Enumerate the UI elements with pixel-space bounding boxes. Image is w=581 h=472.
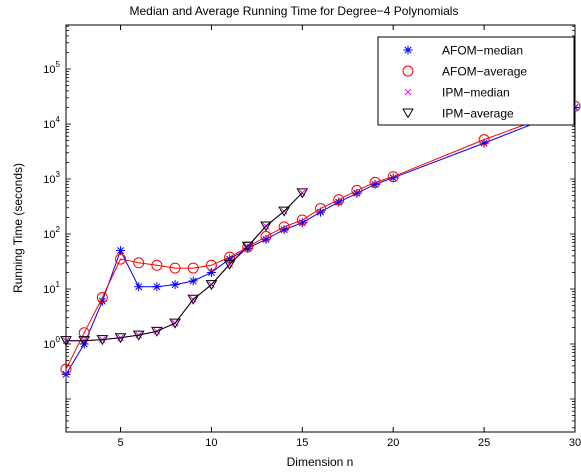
legend-marker bbox=[404, 88, 412, 96]
y-tick-base: 10 bbox=[43, 284, 55, 296]
data-point-afom-average bbox=[60, 363, 72, 375]
y-tick-label: 104 bbox=[43, 115, 60, 131]
x-axis-label: Dimension n bbox=[287, 455, 354, 469]
data-point-afom-median bbox=[152, 282, 162, 292]
legend-label: IPM−average bbox=[442, 107, 514, 121]
y-tick-label: 102 bbox=[43, 225, 60, 241]
data-point-ipm-average bbox=[187, 294, 200, 305]
series-layer bbox=[60, 100, 581, 379]
x-axis: 5 10 15 20 25 30 bbox=[117, 25, 581, 449]
y-tick-label: 101 bbox=[43, 280, 60, 296]
legend-box bbox=[377, 36, 575, 126]
legend-marker bbox=[402, 65, 414, 77]
data-point-afom-median bbox=[188, 276, 198, 286]
y-axis-label: Running Time (seconds) bbox=[11, 163, 25, 293]
y-tick-exponent: 5 bbox=[56, 60, 61, 69]
data-point-ipm-average bbox=[60, 336, 72, 347]
data-point-ipm-average bbox=[114, 333, 127, 344]
y-tick-exponent: 1 bbox=[56, 280, 61, 289]
data-point-ipm-average bbox=[96, 335, 109, 346]
data-point-ipm-average bbox=[278, 206, 291, 217]
y-tick-base: 10 bbox=[43, 339, 55, 351]
data-point-afom-average bbox=[478, 134, 490, 146]
data-point-ipm-average bbox=[151, 326, 163, 337]
y-tick-base: 10 bbox=[43, 174, 55, 186]
data-point-ipm-average bbox=[205, 280, 218, 291]
data-point-ipm-median bbox=[244, 243, 252, 251]
data-point-afom-median bbox=[170, 280, 180, 290]
data-point-afom-median bbox=[116, 246, 126, 256]
y-tick-label: 103 bbox=[43, 170, 60, 186]
data-point-afom-average bbox=[96, 292, 108, 304]
legend-label: IPM−median bbox=[442, 86, 510, 100]
chart-title: Median and Average Running Time for Degr… bbox=[130, 4, 459, 18]
data-point-afom-average bbox=[115, 253, 127, 265]
data-point-ipm-average bbox=[78, 336, 91, 347]
x-tick-label: 30 bbox=[569, 437, 581, 449]
data-point-afom-average bbox=[133, 257, 145, 269]
y-tick-base: 10 bbox=[43, 64, 55, 76]
data-point-afom-average bbox=[260, 231, 272, 243]
x-tick-label: 15 bbox=[296, 437, 308, 449]
data-point-ipm-average bbox=[241, 241, 254, 252]
legend-marker bbox=[403, 45, 413, 55]
data-point-ipm-average bbox=[260, 221, 272, 232]
x-tick-label: 25 bbox=[478, 437, 490, 449]
y-tick-exponent: 4 bbox=[56, 115, 61, 124]
data-point-ipm-average bbox=[296, 188, 309, 199]
y-tick-label: 105 bbox=[43, 60, 60, 76]
data-point-ipm-average bbox=[169, 318, 181, 329]
data-point-afom-average bbox=[169, 262, 181, 274]
data-point-afom-average bbox=[205, 259, 217, 271]
data-point-afom-average bbox=[369, 176, 381, 188]
legend: AFOM−median AFOM−average IPM−median IPM−ave… bbox=[377, 36, 575, 126]
x-tick-label: 5 bbox=[117, 437, 123, 449]
data-point-afom-average bbox=[333, 194, 345, 206]
x-tick-label: 20 bbox=[387, 437, 399, 449]
data-point-afom-average bbox=[351, 184, 363, 196]
y-tick-label: 100 bbox=[43, 335, 60, 351]
data-point-afom-median bbox=[134, 282, 144, 292]
series-ipm-average bbox=[60, 188, 309, 347]
data-point-afom-average bbox=[224, 251, 236, 263]
legend-label: AFOM−average bbox=[442, 65, 527, 79]
x-tick-label: 10 bbox=[205, 437, 217, 449]
data-point-afom-average bbox=[315, 203, 326, 215]
data-point-afom-median bbox=[334, 197, 344, 207]
y-tick-exponent: 3 bbox=[56, 170, 61, 179]
y-tick-base: 10 bbox=[43, 229, 55, 241]
data-point-afom-average bbox=[296, 214, 308, 226]
data-point-afom-average bbox=[78, 327, 90, 339]
y-tick-base: 10 bbox=[43, 119, 55, 131]
data-point-ipm-average bbox=[223, 259, 236, 270]
legend-label: AFOM−median bbox=[442, 44, 523, 58]
y-tick-exponent: 2 bbox=[56, 225, 61, 234]
data-point-afom-average bbox=[387, 171, 399, 183]
legend-marker bbox=[402, 108, 414, 119]
data-point-afom-average bbox=[278, 221, 290, 233]
data-point-afom-average bbox=[151, 259, 163, 271]
data-point-afom-average bbox=[187, 262, 199, 274]
y-tick-exponent: 0 bbox=[56, 335, 61, 344]
data-point-ipm-average bbox=[132, 330, 145, 341]
